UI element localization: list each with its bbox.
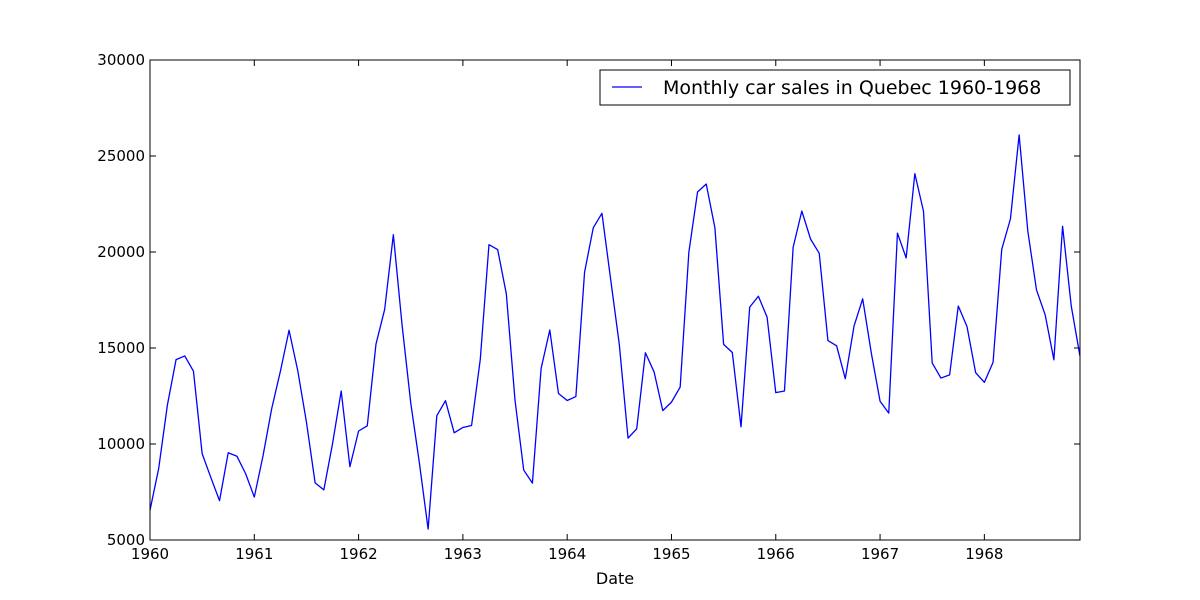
series-line [149,134,1081,530]
legend: Monthly car sales in Quebec 1960-1968 [599,69,1071,106]
x-tick-label: 1967 [861,545,899,563]
x-axis-label: Date [596,569,634,588]
x-tick-label: 1960 [131,545,169,563]
plot-background [150,60,1080,540]
y-tick-label: 15000 [97,339,145,357]
plot-frame [149,59,1081,541]
y-tick-label: 20000 [97,243,145,261]
x-tick-label: 1962 [339,545,377,563]
series-group [149,134,1081,530]
x-tick-label: 1966 [757,545,795,563]
y-tick-label: 5000 [107,531,145,549]
x-tick-label: 1961 [235,545,273,563]
y-tick-label: 25000 [97,147,145,165]
x-tick-label: 1963 [444,545,482,563]
x-tick-label: 1964 [548,545,586,563]
y-tick-label: 10000 [97,435,145,453]
x-tick-label: 1965 [652,545,690,563]
y-tick-label: 30000 [97,51,145,69]
x-tick-label: 1968 [965,545,1003,563]
legend-entry-label: Monthly car sales in Quebec 1960-1968 [663,77,1041,99]
ticks: 1960 1961 1962 1963 1964 1965 1966 1967 1968 5000… [97,51,1080,563]
legend-frame [599,69,1071,106]
